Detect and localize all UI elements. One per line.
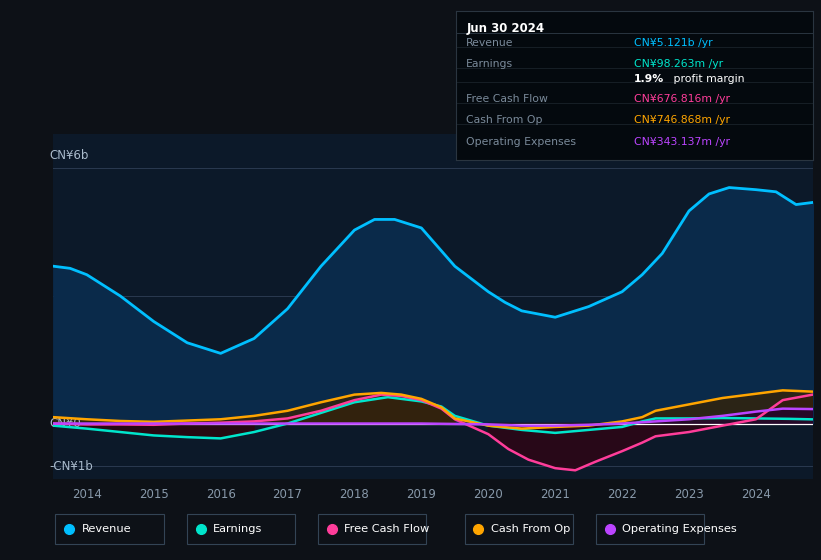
Text: CN¥746.868m /yr: CN¥746.868m /yr [635,115,730,125]
Text: Jun 30 2024: Jun 30 2024 [466,22,544,35]
Text: -CN¥1b: -CN¥1b [49,460,94,473]
Text: Earnings: Earnings [213,524,263,534]
Text: Operating Expenses: Operating Expenses [466,137,576,147]
Text: CN¥0: CN¥0 [49,417,81,430]
Text: CN¥6b: CN¥6b [49,148,89,161]
Text: Cash From Op: Cash From Op [491,524,570,534]
Text: CN¥5.121b /yr: CN¥5.121b /yr [635,38,713,48]
Text: Earnings: Earnings [466,59,513,69]
Text: Revenue: Revenue [82,524,131,534]
Text: Free Cash Flow: Free Cash Flow [466,94,548,104]
Text: CN¥676.816m /yr: CN¥676.816m /yr [635,94,730,104]
Text: CN¥98.263m /yr: CN¥98.263m /yr [635,59,723,69]
Text: profit margin: profit margin [670,73,745,83]
Text: 1.9%: 1.9% [635,73,664,83]
Text: Cash From Op: Cash From Op [466,115,543,125]
Text: Free Cash Flow: Free Cash Flow [344,524,429,534]
Text: Revenue: Revenue [466,38,514,48]
Text: Operating Expenses: Operating Expenses [622,524,736,534]
Text: CN¥343.137m /yr: CN¥343.137m /yr [635,137,730,147]
